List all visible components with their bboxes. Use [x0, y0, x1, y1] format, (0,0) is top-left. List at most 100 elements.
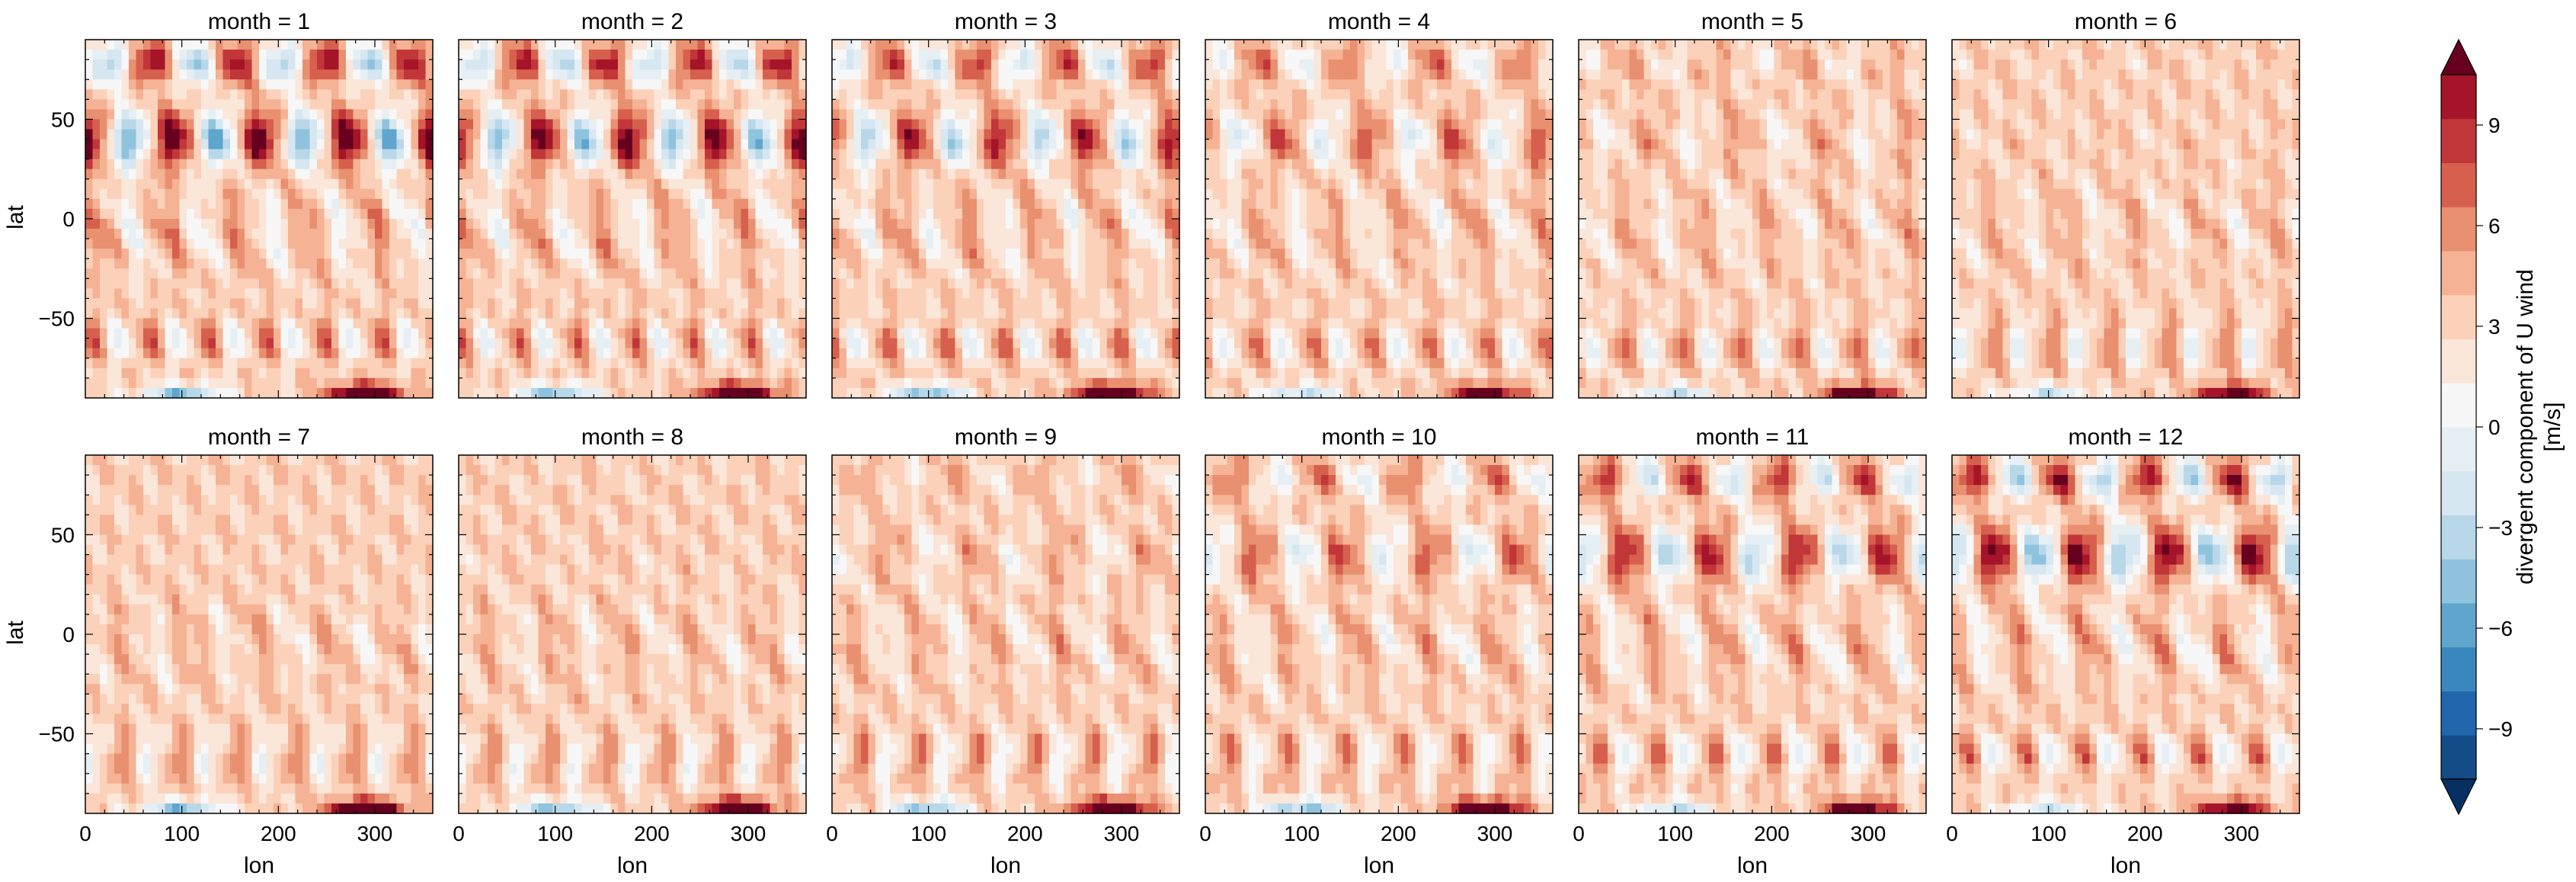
contour-cell	[396, 338, 405, 349]
contour-cell	[1085, 229, 1093, 239]
contour-cell	[770, 50, 778, 60]
contour-cell	[107, 219, 115, 229]
contour-cell	[208, 268, 216, 279]
contour-cell	[705, 149, 713, 160]
contour-cell	[509, 219, 517, 229]
contour-cell	[389, 69, 398, 80]
contour-cell	[1128, 69, 1137, 80]
contour-cell	[121, 198, 130, 210]
contour-cell	[523, 109, 532, 120]
contour-cell	[1070, 278, 1079, 289]
contour-cell	[309, 387, 318, 399]
contour-cell	[158, 40, 166, 50]
contour-cell	[1013, 139, 1021, 150]
contour-cell	[726, 328, 734, 339]
contour-cell	[567, 50, 575, 60]
contour-cell	[690, 149, 699, 160]
contour-cell	[1013, 168, 1021, 180]
contour-cell	[1143, 50, 1151, 60]
contour-cell	[317, 188, 325, 200]
contour-cell	[494, 198, 503, 210]
contour-cell	[92, 159, 101, 170]
contour-cell	[245, 308, 253, 319]
contour-cell	[1107, 50, 1115, 60]
contour-cell	[531, 338, 539, 349]
contour-cell	[610, 258, 619, 269]
contour-cell	[187, 249, 195, 259]
contour-cell	[1150, 308, 1159, 319]
contour-cell	[1128, 59, 1137, 70]
contour-cell	[719, 69, 728, 80]
contour-cell	[295, 288, 303, 300]
contour-cell	[955, 149, 963, 160]
contour-cell	[755, 188, 763, 200]
contour-cell	[748, 387, 757, 399]
contour-cell	[502, 387, 510, 399]
contour-cell	[933, 109, 942, 120]
contour-cell	[610, 318, 619, 329]
contour-cell	[538, 348, 546, 359]
contour-cell	[632, 99, 641, 110]
contour-cell	[792, 119, 800, 130]
contour-cell	[661, 219, 670, 229]
contour-cell	[904, 119, 913, 130]
contour-cell	[346, 50, 354, 60]
contour-cell	[382, 59, 390, 70]
contour-cell	[734, 198, 742, 210]
contour-cell	[770, 348, 778, 359]
contour-cell	[1013, 239, 1021, 249]
contour-cell	[216, 129, 224, 140]
contour-cell	[697, 239, 706, 249]
contour-cell	[216, 258, 224, 269]
contour-cell	[882, 119, 891, 130]
contour-cell	[143, 79, 152, 90]
contour-cell	[237, 139, 245, 150]
contour-cell	[676, 308, 684, 319]
contour-cell	[1128, 50, 1137, 60]
contour-cell	[360, 40, 369, 50]
contour-cell	[494, 387, 503, 399]
contour-cell	[632, 298, 641, 310]
contour-cell	[259, 178, 267, 190]
contour-cell	[940, 119, 949, 130]
contour-cell	[466, 139, 474, 150]
contour-cell	[466, 198, 474, 210]
contour-cell	[911, 258, 920, 269]
contour-cell	[948, 178, 956, 190]
contour-cell	[832, 239, 840, 249]
contour-cell	[216, 219, 224, 229]
contour-cell	[92, 129, 101, 140]
contour-cell	[194, 159, 202, 170]
contour-cell	[676, 358, 684, 369]
contour-cell	[632, 188, 641, 200]
contour-cell	[690, 168, 699, 180]
contour-cell	[375, 159, 383, 170]
contour-cell	[187, 149, 195, 160]
contour-cell	[1157, 268, 1166, 279]
contour-cell	[531, 377, 539, 389]
contour-cell	[480, 278, 488, 289]
contour-cell	[346, 59, 354, 70]
contour-cell	[121, 338, 130, 349]
contour-cell	[389, 278, 398, 289]
contour-cell	[418, 99, 427, 110]
contour-cell	[911, 288, 920, 300]
contour-cell	[1027, 278, 1035, 289]
contour-cell	[882, 229, 891, 239]
contour-cell	[1078, 308, 1086, 319]
contour-cell	[404, 328, 412, 339]
contour-cell	[882, 129, 891, 140]
contour-cell	[1064, 168, 1072, 180]
contour-cell	[418, 239, 427, 249]
contour-cell	[459, 178, 467, 190]
contour-cell	[911, 229, 920, 239]
contour-cell	[712, 89, 720, 100]
contour-cell	[1128, 219, 1137, 229]
contour-cell	[625, 50, 633, 60]
contour-cell	[158, 308, 166, 319]
contour-cell	[245, 89, 253, 100]
contour-cell	[338, 149, 347, 160]
contour-cell	[690, 208, 699, 220]
contour-cell	[324, 229, 332, 239]
contour-cell	[280, 249, 289, 259]
